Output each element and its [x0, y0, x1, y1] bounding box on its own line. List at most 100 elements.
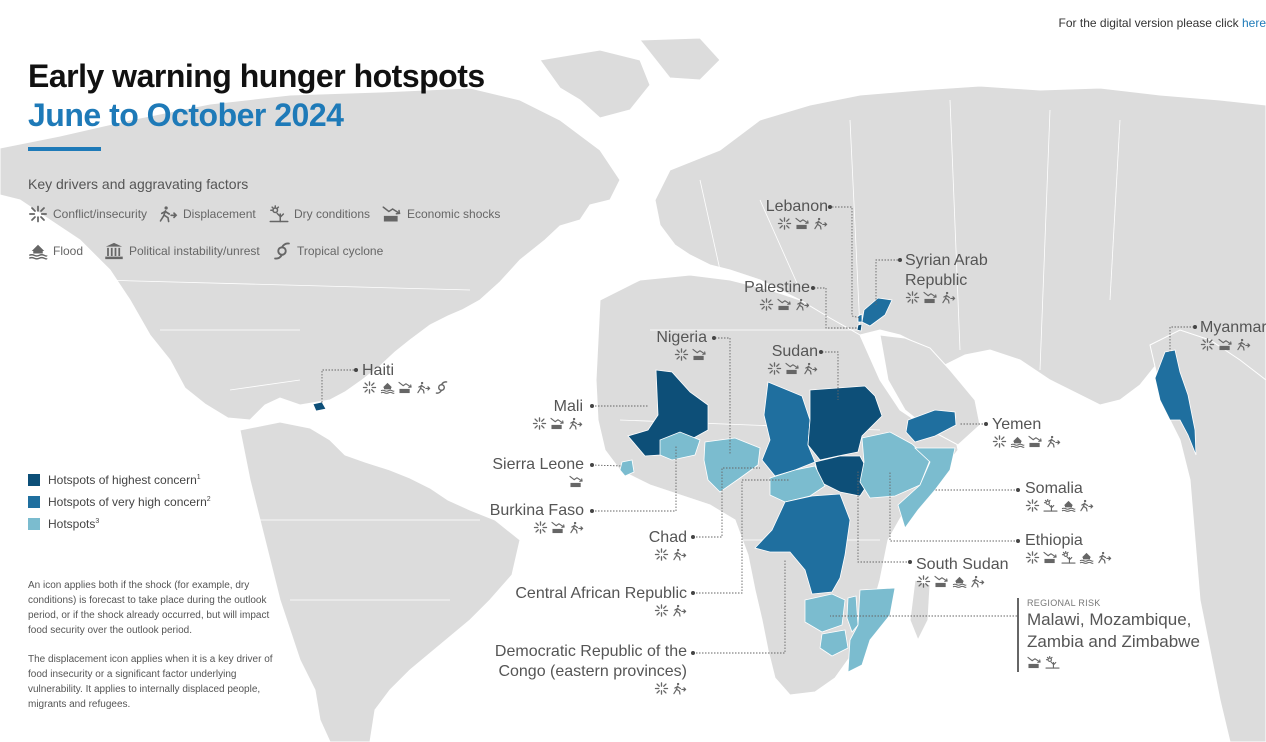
label-south-sudan-name: South Sudan — [916, 556, 1009, 573]
country-borders — [99, 99, 1121, 601]
dry-conditions-icon — [269, 205, 289, 223]
country-zimbabwe[interactable] — [819, 629, 849, 657]
label-haiti-icons — [362, 381, 449, 394]
label-ethiopia-icons — [1025, 551, 1112, 564]
label-south-sudan[interactable]: South Sudan — [916, 555, 1009, 588]
country-lebanon[interactable] — [857, 313, 863, 323]
label-yemen-name: Yemen — [992, 416, 1042, 433]
tropical-cyclone-icon — [272, 242, 292, 260]
displacement-icon — [1079, 499, 1094, 512]
country-sierra-leone[interactable] — [619, 459, 635, 477]
digital-version-link[interactable]: here — [1241, 16, 1266, 30]
country-mozambique[interactable] — [847, 587, 896, 673]
label-car[interactable]: Central African Republic — [515, 584, 687, 617]
label-sudan[interactable]: Sudan — [767, 342, 818, 375]
dry-conditions-icon — [1043, 499, 1058, 512]
leader-lines — [321, 206, 1194, 654]
label-lebanon[interactable]: Lebanon — [766, 197, 828, 230]
label-yemen[interactable]: Yemen — [992, 415, 1061, 448]
economic-shocks-icon — [551, 521, 566, 534]
swatch-very-high — [28, 496, 40, 508]
label-palestine[interactable]: Palestine — [744, 278, 810, 311]
regional-risk-line1: Malawi, Mozambique, — [1027, 610, 1192, 629]
label-nigeria[interactable]: Nigeria — [656, 328, 707, 361]
displacement-icon — [568, 417, 583, 430]
conflict-icon — [1025, 499, 1040, 512]
economic-shocks-icon — [785, 362, 800, 375]
country-nigeria[interactable] — [703, 437, 761, 493]
displacement-icon — [569, 521, 584, 534]
economic-shocks-icon — [1218, 338, 1233, 351]
country-yemen[interactable] — [905, 409, 957, 443]
regional-risk-bar — [1017, 598, 1019, 672]
label-sierra-leone[interactable]: Sierra Leone — [492, 455, 584, 488]
drivers-heading: Key drivers and aggravating factors — [28, 176, 249, 192]
label-sudan-icons — [767, 362, 818, 375]
country-malawi[interactable] — [846, 595, 859, 633]
economic-shocks-icon — [398, 381, 413, 394]
label-car-name: Central African Republic — [515, 585, 687, 602]
label-ethiopia[interactable]: Ethiopia — [1025, 531, 1112, 564]
country-central-african-republic[interactable] — [769, 465, 826, 503]
legend-economic-label: Economic shocks — [407, 207, 501, 221]
country-ethiopia[interactable] — [859, 431, 931, 499]
label-syria-line2: Republic — [905, 272, 968, 289]
legend-conflict: Conflict/insecurity — [28, 205, 147, 223]
legend-highest-concern: Hotspots of highest concern1 — [28, 473, 201, 487]
conflict-icon — [916, 575, 931, 588]
economic-shocks-icon — [550, 417, 565, 430]
label-mali-name: Mali — [553, 398, 583, 415]
label-ethiopia-name: Ethiopia — [1025, 532, 1083, 549]
label-somalia-name: Somalia — [1025, 480, 1083, 497]
country-palestine[interactable] — [856, 323, 863, 332]
legend-tropical-cyclone: Tropical cyclone — [272, 242, 383, 260]
legend-flood-label: Flood — [53, 244, 84, 258]
label-burkina-faso[interactable]: Burkina Faso — [490, 501, 584, 534]
economic-shocks-icon — [1028, 435, 1043, 448]
label-sierra-leone-name: Sierra Leone — [492, 456, 584, 473]
label-burkina-faso-icons — [490, 521, 584, 534]
legend-hotspots: Hotspots3 — [28, 517, 99, 531]
displacement-icon — [672, 682, 687, 695]
label-syria[interactable]: Syrian Arab Republic — [905, 251, 988, 304]
conflict-icon — [992, 435, 1007, 448]
conflict-icon — [1025, 551, 1040, 564]
economic-shocks-icon — [382, 205, 402, 223]
page-title: Early warning hunger hotspots — [28, 58, 485, 94]
label-haiti-name: Haiti — [362, 362, 395, 379]
label-myanmar-name: Myanmar — [1200, 319, 1266, 336]
dry-conditions-icon — [1061, 551, 1076, 564]
country-haiti[interactable] — [312, 401, 327, 412]
displacement-icon — [1097, 551, 1112, 564]
country-drc[interactable] — [754, 493, 851, 595]
flood-icon — [1061, 499, 1076, 512]
leader-dots — [354, 205, 1197, 655]
conflict-icon — [674, 348, 689, 361]
label-myanmar[interactable]: Myanmar — [1200, 318, 1266, 351]
label-nigeria-icons — [656, 348, 707, 361]
regional-risk-label[interactable]: Malawi, Mozambique, Zambia and Zimbabwe — [1027, 609, 1200, 669]
label-mali[interactable]: Mali — [532, 397, 583, 430]
label-haiti[interactable]: Haiti — [362, 361, 449, 394]
country-myanmar[interactable] — [1154, 349, 1197, 456]
economic-shocks-icon — [934, 575, 949, 588]
label-drc[interactable]: Democratic Republic of the Congo (easter… — [495, 642, 687, 695]
legend-cyclone-label: Tropical cyclone — [297, 244, 384, 258]
country-burkina-faso[interactable] — [659, 431, 701, 461]
label-mali-icons — [532, 417, 583, 430]
legend-dry-label: Dry conditions — [294, 207, 371, 221]
conflict-icon — [777, 217, 792, 230]
country-zambia[interactable] — [804, 593, 846, 633]
country-sudan[interactable] — [807, 385, 883, 461]
displacement-icon — [813, 217, 828, 230]
label-chad[interactable]: Chad — [649, 528, 687, 561]
title-rule — [28, 147, 101, 151]
legend-displacement-label: Displacement — [183, 207, 256, 221]
label-somalia[interactable]: Somalia — [1025, 479, 1094, 512]
legend-hotspot-label: Hotspots — [48, 517, 96, 531]
legend-economic-shocks: Economic shocks — [382, 205, 500, 223]
flood-icon — [380, 381, 395, 394]
displacement-icon — [941, 291, 956, 304]
economic-shocks-icon — [692, 348, 707, 361]
country-somalia[interactable] — [897, 447, 956, 529]
